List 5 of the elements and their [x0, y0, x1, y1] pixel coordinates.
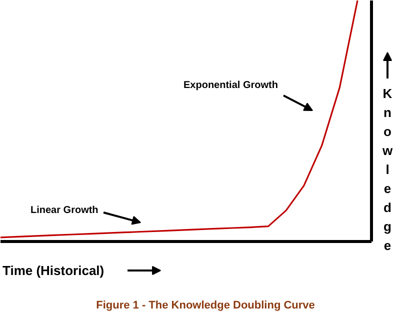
text: Knowledge — [382, 86, 393, 253]
x-axis-title: Time (Historical) — [2, 263, 104, 278]
annotation: Exponential Growth — [184, 80, 278, 91]
annotation: Linear Growth — [30, 205, 98, 216]
text: Figure 1 - The Knowledge Doubling Curve — [96, 300, 315, 312]
